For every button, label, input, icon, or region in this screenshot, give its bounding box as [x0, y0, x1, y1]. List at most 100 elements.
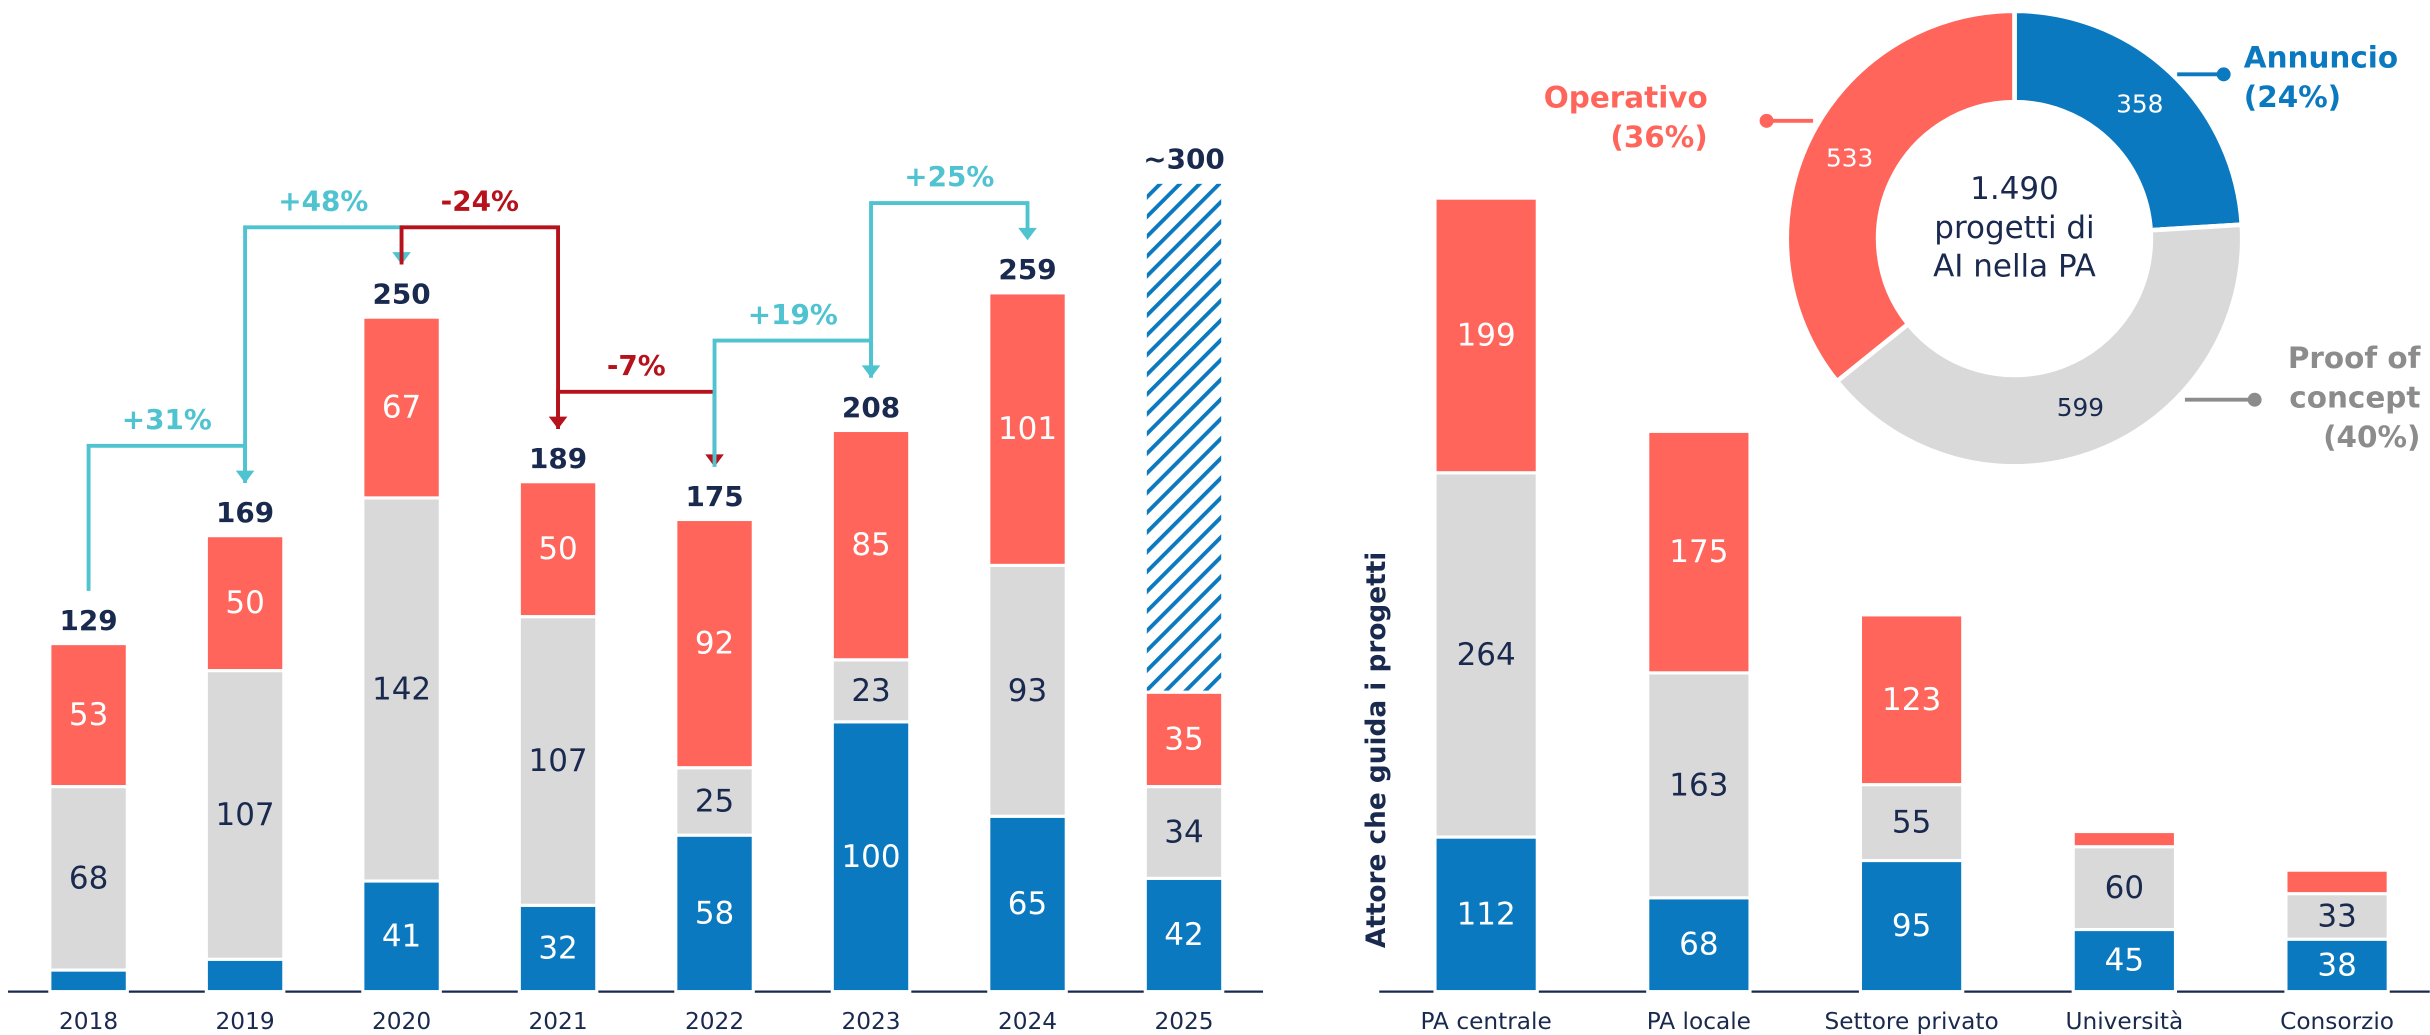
bar-segment [48, 642, 129, 789]
x-tick-label: PA centrale [1421, 1008, 1552, 1035]
bar-segment [2284, 892, 2390, 941]
value-label: 67 [382, 390, 421, 426]
bar-segment [1433, 196, 1539, 475]
total-label: 189 [529, 442, 587, 475]
value-label: 65 [1008, 886, 1047, 922]
bar-segment [674, 517, 755, 770]
bar-segment [1433, 471, 1539, 839]
change-label: -7% [607, 349, 666, 382]
total-label: 175 [685, 480, 743, 513]
bar-segment [2071, 845, 2178, 932]
bar-segment [830, 428, 912, 662]
total-label: ~300 [1143, 143, 1225, 176]
value-label: 45 [2105, 943, 2144, 979]
value-label: 60 [2105, 870, 2144, 906]
bar-segment [1858, 858, 1965, 994]
bar-segment [830, 720, 912, 994]
donut-pct: (40%) [2323, 420, 2420, 454]
arrow-head [1018, 227, 1037, 241]
bar-segment [674, 833, 755, 994]
leader-dot [1759, 113, 1774, 128]
value-label: 33 [2317, 898, 2356, 934]
value-label: 163 [1669, 767, 1728, 803]
total-label: 259 [998, 253, 1056, 286]
value-label: 68 [1679, 927, 1718, 963]
value-label: 199 [1457, 318, 1516, 354]
donut-label: Annuncio [2244, 40, 2398, 74]
x-tick-label: Consorzio [2280, 1008, 2394, 1035]
value-label: 42 [1164, 917, 1203, 953]
bar-segment [1646, 671, 1752, 900]
donut-pct: (24%) [2244, 80, 2341, 114]
donut-center-text: 1.490 [1970, 171, 2059, 207]
bar-segment [830, 658, 912, 724]
change-label: +19% [748, 298, 838, 331]
value-label: 35 [1164, 721, 1203, 757]
leader-dot [2247, 392, 2262, 407]
value-label: 34 [1164, 814, 1203, 850]
bar-segment [1858, 613, 1965, 787]
value-label: 23 [851, 673, 890, 709]
value-label: 107 [528, 743, 587, 779]
bar-segment [1143, 876, 1225, 994]
total-label: 129 [59, 604, 117, 637]
donut-label: Operativo [1544, 81, 1708, 115]
value-label: 123 [1882, 682, 1941, 718]
bar-segment [1143, 180, 1225, 694]
leader-dot [2216, 67, 2231, 82]
donut-value: 358 [2116, 89, 2163, 118]
bar-segment [2284, 868, 2390, 896]
donut-center-text: AI nella PA [1933, 249, 2096, 285]
bar-segment [1143, 785, 1225, 880]
value-label: 95 [1892, 908, 1931, 944]
donut-value: 533 [1826, 144, 1873, 173]
change-label: +48% [278, 185, 368, 218]
change-arrow [869, 201, 1030, 378]
bar-segment [204, 957, 286, 994]
value-label: 58 [695, 895, 734, 931]
donut-pct: (36%) [1610, 120, 1707, 154]
bar-segment [2071, 829, 2178, 849]
total-label: 250 [372, 277, 430, 310]
x-tick-label: 2021 [528, 1008, 587, 1035]
total-label: 169 [216, 496, 274, 529]
bar-segment [204, 534, 286, 673]
value-label: 68 [69, 860, 108, 896]
donut-segment [1784, 8, 2017, 385]
change-arrow [399, 225, 560, 420]
change-label: -24% [441, 185, 519, 218]
x-tick-label: 2024 [998, 1008, 1057, 1035]
value-label: 55 [1892, 805, 1931, 841]
value-label: 50 [538, 531, 577, 567]
value-label: 264 [1457, 637, 1516, 673]
bar-segment [1433, 835, 1539, 994]
change-label: +31% [122, 403, 212, 436]
value-label: 41 [382, 918, 421, 954]
value-label: 32 [538, 931, 577, 967]
x-tick-label: 2018 [59, 1008, 118, 1035]
donut-label: Proof of [2288, 341, 2422, 375]
value-label: 92 [695, 626, 734, 662]
value-label: 107 [216, 797, 275, 833]
value-label: 85 [851, 527, 890, 563]
x-tick-label: Università [2065, 1008, 2183, 1035]
value-label: 93 [1008, 673, 1047, 709]
bar-segment [2071, 927, 2178, 994]
y-axis-label: Attore che guida i progetti [1362, 552, 1392, 948]
bar-segment [987, 291, 1068, 567]
bar-segment [48, 785, 129, 972]
bar-segment [361, 496, 442, 883]
donut-segment [1833, 222, 2245, 469]
bar-segment [517, 615, 599, 907]
total-label: 208 [842, 391, 900, 424]
x-tick-label: 2019 [216, 1008, 275, 1035]
bar-segment [204, 669, 286, 961]
donut-segment [2012, 8, 2245, 233]
bar-segment [517, 480, 599, 619]
value-label: 112 [1457, 896, 1516, 932]
value-label: 53 [69, 697, 108, 733]
value-label: 38 [2317, 947, 2356, 983]
bar-segment [1143, 690, 1225, 789]
